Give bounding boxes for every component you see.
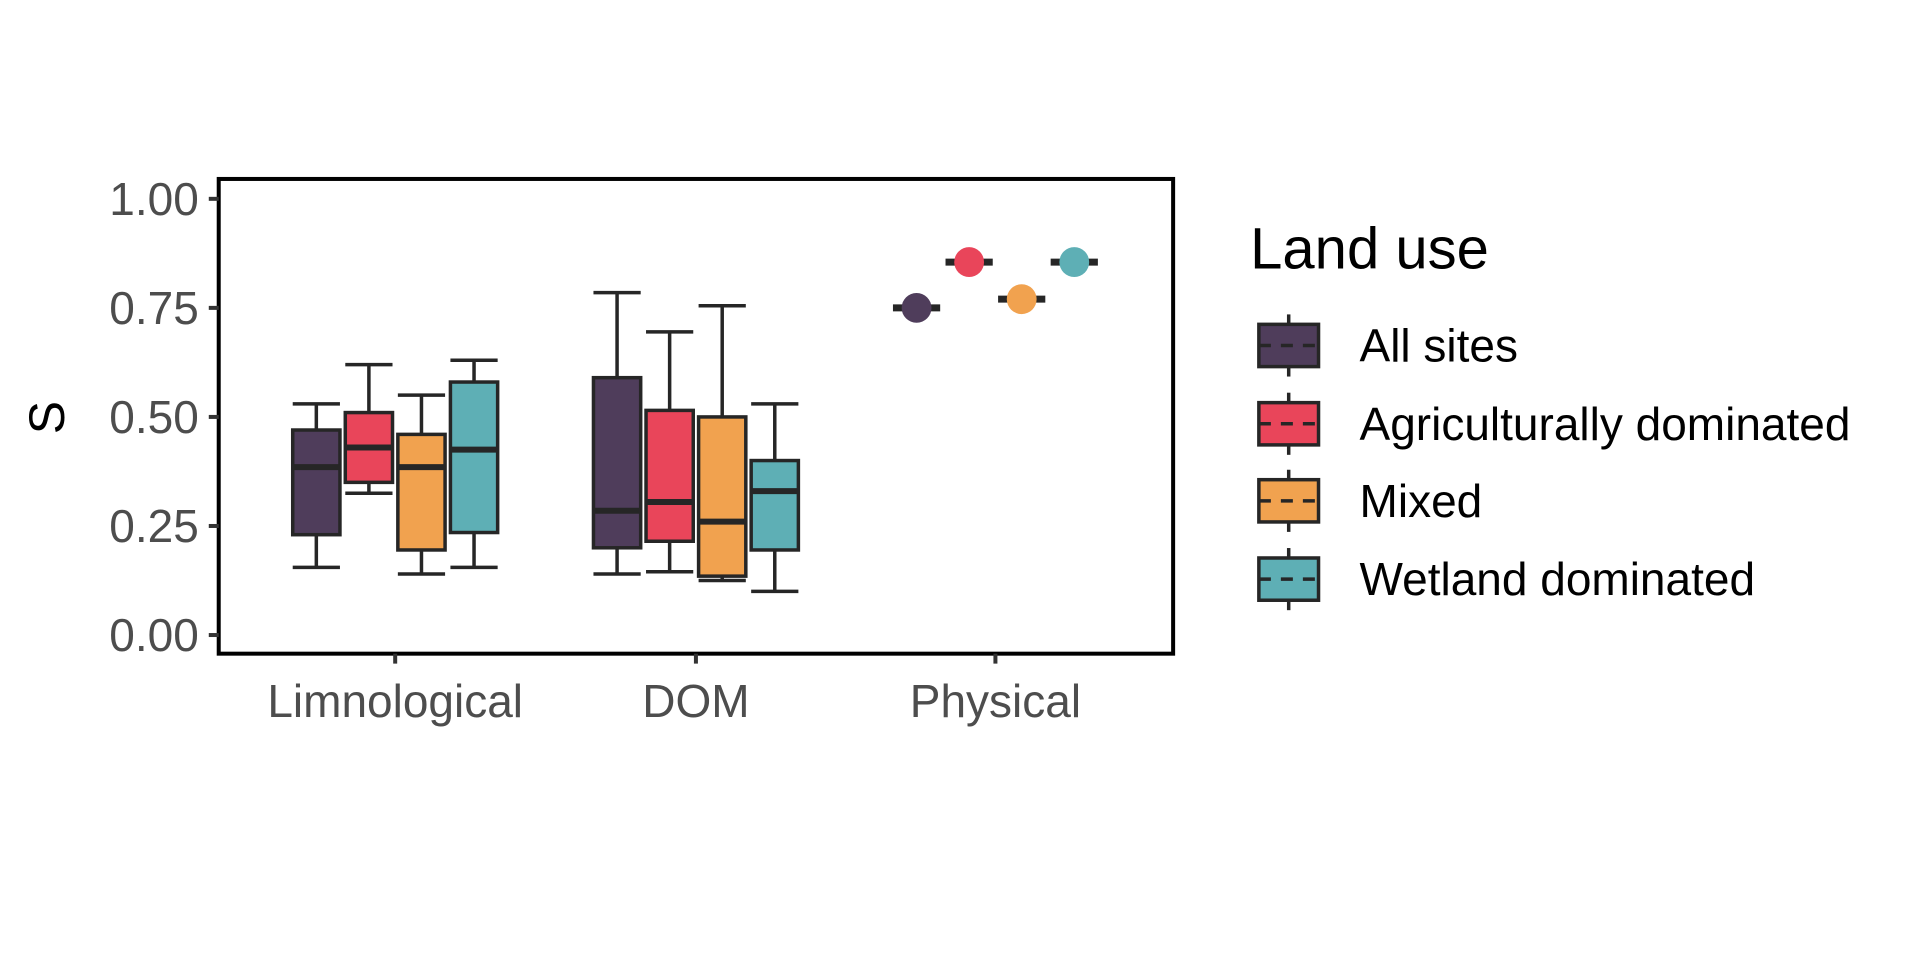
box-body — [396, 432, 447, 552]
y-axis-title: S — [19, 401, 75, 434]
y-tick-label: 0.50 — [109, 391, 199, 443]
box-body — [696, 415, 748, 578]
x-tick-label: Limnological — [267, 675, 523, 727]
legend-item: Agriculturally dominated — [1257, 392, 1851, 455]
box-body — [749, 458, 801, 552]
legend-item: All sites — [1257, 314, 1518, 377]
box-body — [644, 408, 696, 543]
x-tick-label: DOM — [642, 675, 749, 727]
box-all-sites-physical — [892, 292, 941, 323]
legend-label: Agriculturally dominated — [1360, 398, 1851, 450]
x-axis: Limnological DOM Physical — [267, 653, 1081, 727]
box-agriculturally-dominated-physical — [945, 247, 993, 277]
box-body — [290, 428, 342, 537]
box-agriculturally-dominated-dom — [644, 330, 696, 574]
box-wetland-dominated-dom — [749, 402, 801, 594]
box-wetland-dominated-physical — [1050, 247, 1098, 277]
legend: Land use All sites Agriculturally dominat… — [1250, 216, 1851, 611]
data-point — [954, 247, 985, 277]
box-all-sites-dom — [591, 290, 643, 576]
y-axis: 0.00 0.25 0.50 0.75 1.00 — [109, 173, 219, 661]
x-tick-label: Physical — [910, 675, 1081, 727]
y-tick-label: 0.00 — [109, 609, 199, 661]
data-point — [1006, 284, 1037, 315]
box-wetland-dominated-limnological — [448, 358, 500, 570]
legend-item: Mixed — [1257, 469, 1483, 532]
y-tick-label: 1.00 — [109, 173, 199, 225]
box-agriculturally-dominated-limnological — [343, 362, 395, 496]
legend-title: Land use — [1250, 216, 1489, 281]
boxes-layer — [290, 247, 1098, 594]
box-mixed-limnological — [396, 393, 447, 576]
legend-label: Wetland dominated — [1360, 553, 1756, 605]
data-point — [901, 292, 932, 323]
data-point — [1059, 247, 1090, 277]
box-all-sites-limnological — [290, 402, 342, 570]
box-body — [448, 380, 500, 535]
box-mixed-dom — [696, 303, 748, 583]
box-body — [591, 375, 643, 550]
y-tick-label: 0.25 — [109, 500, 199, 552]
legend-label: Mixed — [1360, 475, 1483, 527]
box-mixed-physical — [998, 284, 1046, 315]
legend-item: Wetland dominated — [1257, 548, 1756, 611]
legend-label: All sites — [1360, 319, 1518, 371]
y-tick-label: 0.75 — [109, 282, 199, 334]
